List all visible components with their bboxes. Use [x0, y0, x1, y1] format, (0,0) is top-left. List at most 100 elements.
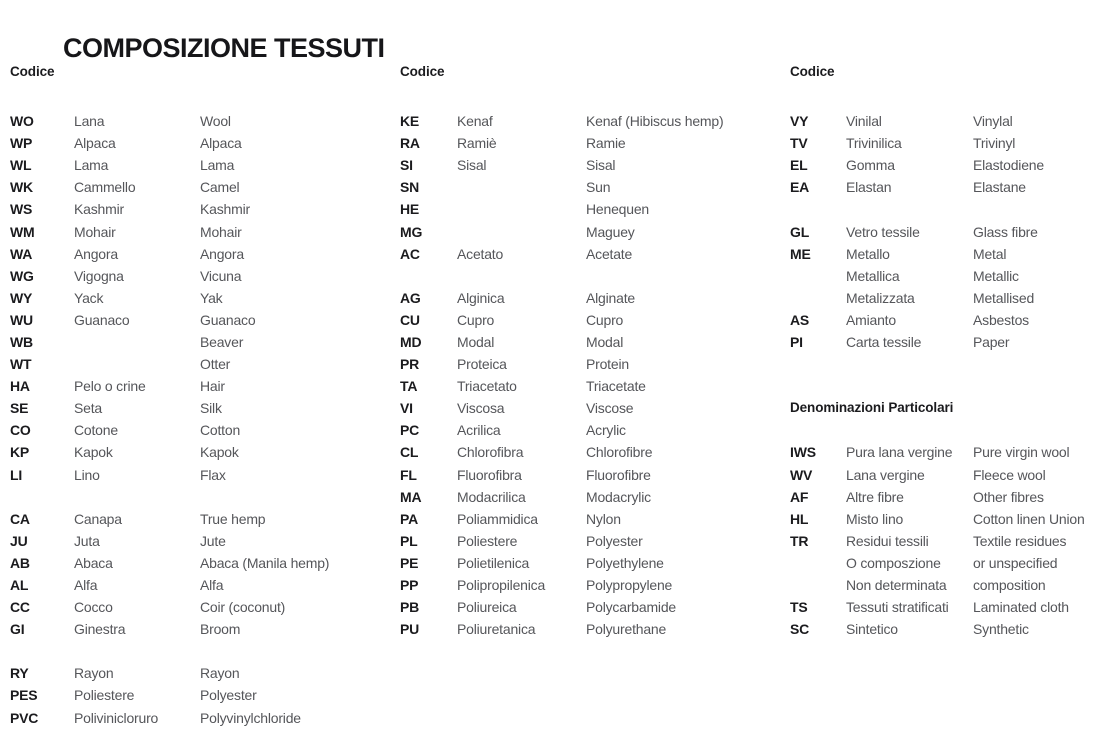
row-gap [10, 640, 392, 662]
name-italian-cell: Non determinata [846, 577, 947, 594]
name-italian-cell: Altre fibre [846, 488, 904, 505]
table-row: HE Henequen [400, 198, 782, 220]
table-row: TR Residui tessili Textile residues [790, 530, 1100, 552]
code-cell: AF [790, 488, 809, 505]
row-gap [790, 419, 1100, 441]
code-cell: PB [400, 599, 420, 616]
name-english-cell: Camel [200, 179, 240, 196]
table-row: TA Triacetato Triacetate [400, 375, 782, 397]
table-row: SE Seta Silk [10, 397, 392, 419]
name-italian-cell: Modacrilica [457, 488, 526, 505]
table-row: Metallica Metallic [790, 265, 1100, 287]
name-italian-cell: Metallo [846, 245, 890, 262]
name-english-cell: Broom [200, 621, 241, 638]
table-row: VY Vinilal Vinylal [790, 110, 1100, 132]
table-row: PVC Polivinicloruro Polyvinylchloride [10, 707, 392, 729]
name-english-cell: True hemp [200, 510, 266, 527]
code-column-left: Codice WO Lana Wool WP Alpaca Alpaca WL Lama Lama… [10, 64, 392, 729]
name-italian-cell: Polivinicloruro [74, 709, 159, 726]
name-english-cell: Polyethylene [586, 554, 664, 571]
name-english-cell: Flax [200, 466, 226, 483]
name-italian-cell: Kapok [74, 444, 113, 461]
name-english-cell: or unspecified [973, 554, 1058, 571]
code-cell: VY [790, 113, 809, 130]
code-cell: WU [10, 311, 33, 328]
name-english-cell: Synthetic [973, 621, 1029, 638]
code-cell: PES [10, 687, 38, 704]
table-row: FL Fluorofibra Fluorofibre [400, 464, 782, 486]
table-row: WU Guanaco Guanaco [10, 309, 392, 331]
code-cell: JU [10, 532, 28, 549]
name-english-cell: Abaca (Manila hemp) [200, 554, 330, 571]
code-cell: TA [400, 378, 418, 395]
code-cell: VI [400, 400, 413, 417]
name-english-cell: Polyester [200, 687, 257, 704]
name-english-cell: Cupro [586, 311, 624, 328]
table-row: Metalizzata Metallised [790, 287, 1100, 309]
name-italian-cell: Abaca [74, 554, 113, 571]
name-italian-cell: Viscosa [457, 400, 505, 417]
table-row: MA Modacrilica Modacrylic [400, 486, 782, 508]
code-cell: PE [400, 554, 419, 571]
name-italian-cell: Sintetico [846, 621, 898, 638]
name-english-cell: Glass fibre [973, 223, 1038, 240]
row-gap [790, 198, 1100, 220]
table-row: WO Lana Wool [10, 110, 392, 132]
name-english-cell: Wool [200, 113, 231, 130]
table-row: SC Sintetico Synthetic [790, 618, 1100, 640]
name-english-cell: Kashmir [200, 201, 250, 218]
table-row: TV Trivinilica Trivinyl [790, 132, 1100, 154]
code-cell: HE [400, 201, 420, 218]
section-header-denominazioni-particolari: Denominazioni Particolari [790, 400, 954, 416]
column-header-codice: Codice [10, 64, 55, 79]
table-row: PI Carta tessile Paper [790, 331, 1100, 353]
name-italian-cell: Juta [74, 532, 100, 549]
name-english-cell: Rayon [200, 665, 240, 682]
name-english-cell: Elastodiene [973, 157, 1044, 174]
table-row: WM Mohair Mohair [10, 220, 392, 242]
table-row: PB Poliureica Polycarbamide [400, 596, 782, 618]
row-gap [10, 486, 392, 508]
name-italian-cell: Metalizzata [846, 289, 915, 306]
code-cell: PL [400, 532, 418, 549]
name-english-cell: Sisal [586, 157, 616, 174]
code-cell: HL [790, 510, 809, 527]
table-row: EL Gomma Elastodiene [790, 154, 1100, 176]
name-english-cell: Polyurethane [586, 621, 667, 638]
name-italian-cell: Vetro tessile [846, 223, 920, 240]
table-row: WS Kashmir Kashmir [10, 198, 392, 220]
name-english-cell: Beaver [200, 333, 244, 350]
name-italian-cell: Poliuretanica [457, 621, 536, 638]
name-italian-cell: Polipropilenica [457, 577, 546, 594]
code-column-right: Codice VY Vinilal Vinylal TV Trivinilica Trivi… [790, 64, 1100, 640]
code-cell: IWS [790, 444, 816, 461]
table-row: WK Cammello Camel [10, 176, 392, 198]
table-row: TS Tessuti stratificati Laminated cloth [790, 596, 1100, 618]
table-row: Non determinata composition [790, 574, 1100, 596]
name-italian-cell: Trivinilica [846, 135, 902, 152]
name-italian-cell: Carta tessile [846, 333, 922, 350]
code-cell: RY [10, 665, 29, 682]
table-row: PE Polietilenica Polyethylene [400, 552, 782, 574]
table-row: WA Angora Angora [10, 243, 392, 265]
name-english-cell: Polyester [586, 532, 643, 549]
name-italian-cell: Pelo o crine [74, 378, 146, 395]
name-english-cell: Modacrylic [586, 488, 651, 505]
name-english-cell: Triacetate [586, 378, 646, 395]
name-italian-cell: Pura lana vergine [846, 444, 953, 461]
code-cell: SE [10, 400, 29, 417]
code-cell: WT [10, 356, 32, 373]
code-cell: PR [400, 356, 420, 373]
name-italian-cell: Vinilal [846, 113, 882, 130]
name-italian-cell: Ramiè [457, 135, 497, 152]
name-english-cell: Asbestos [973, 311, 1029, 328]
name-english-cell: Acetate [586, 245, 633, 262]
table-row: AS Amianto Asbestos [790, 309, 1100, 331]
name-italian-cell: Guanaco [74, 311, 130, 328]
code-cell: PP [400, 577, 419, 594]
code-cell: WG [10, 267, 34, 284]
name-italian-cell: Seta [74, 400, 102, 417]
column-header-codice: Codice [790, 64, 835, 79]
name-english-cell: Chlorofibre [586, 444, 653, 461]
code-cell: WY [10, 289, 33, 306]
